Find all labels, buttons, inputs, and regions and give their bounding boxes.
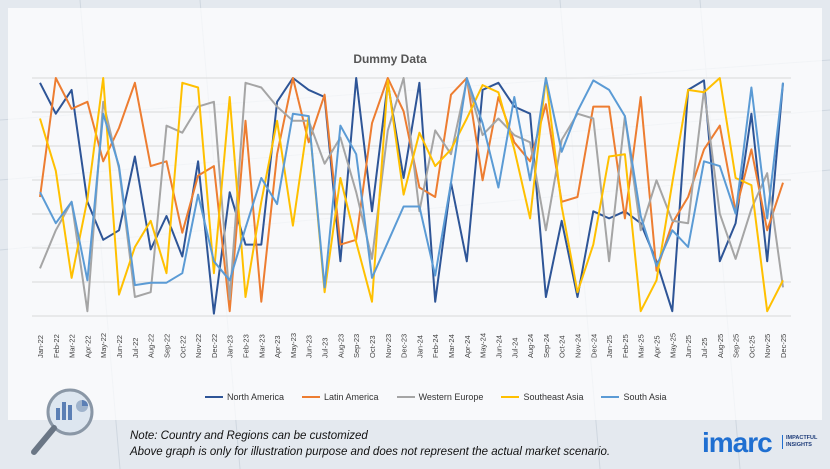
x-tick-label: Feb-24 [431,334,440,358]
x-tick-label: Dec-24 [589,334,598,358]
legend-item: North America [205,392,284,402]
chart-panel: Dummy Data Jan-22 Feb-22 Mar-22 Apr-22 May-2… [8,8,822,420]
x-tick-label: Sep-25 [732,334,741,358]
legend-item: Latin America [302,392,379,402]
note-line-2: Above graph is only for illustration pur… [130,446,611,458]
x-tick-label: Jan-23 [226,335,235,358]
x-tick-label: Apr-22 [83,335,92,358]
legend-label: South Asia [623,392,667,402]
x-tick-label: Dec-22 [210,334,219,358]
legend-item: South Asia [601,392,667,402]
x-tick-label: Sep-23 [352,334,361,358]
line-chart: Dummy Data Jan-22 Feb-22 Mar-22 Apr-22 May-2… [32,52,791,358]
x-tick-label: Nov-25 [763,334,772,358]
legend-swatch [205,396,223,398]
x-tick-label: Apr-24 [463,335,472,358]
magnifier-chart-icon [31,388,94,455]
series-lines [39,77,784,315]
note-line-1: Note: Country and Regions can be customi… [130,430,368,442]
legend-swatch [302,396,321,398]
x-tick-label: May-25 [668,333,677,358]
x-tick-label: May-24 [479,333,488,358]
x-tick-label: Oct-25 [747,335,756,358]
x-tick-label: Jul-23 [321,338,330,358]
x-tick-label: May-22 [99,333,108,358]
chart-title: Dummy Data [353,52,427,66]
x-tick-label: Nov-22 [194,334,203,358]
gridlines [32,77,791,317]
x-tick-label: Dec-23 [400,334,409,358]
x-tick-label: Jun-25 [684,335,693,358]
x-tick-label: Jul-22 [131,338,140,358]
x-tick-label: Nov-24 [573,334,582,358]
x-tick-label: Jan-24 [415,335,424,358]
x-tick-label: Jun-22 [115,335,124,358]
legend-label: Latin America [324,392,379,402]
imarc-logo: imarc IMPACTFUL INSIGHTS [702,425,822,465]
logo-tagline: IMPACTFUL INSIGHTS [782,435,817,449]
legend-swatch [601,396,620,398]
x-tick-label: Sep-22 [162,334,171,358]
x-tick-label: Feb-25 [621,334,630,358]
x-axis-ticks: Jan-22 Feb-22 Mar-22 Apr-22 May-22 Jun-22 Jul-… [36,333,788,358]
x-tick-label: Jun-23 [305,335,314,358]
x-tick-label: Jan-25 [605,335,614,358]
legend-label: North America [227,392,285,402]
legend-label: Southeast Asia [523,392,584,402]
series-line-western-europe [39,77,784,313]
x-tick-label: Nov-23 [384,334,393,358]
x-tick-label: Apr-23 [273,335,282,358]
legend-label: Western Europe [418,392,484,402]
legend-swatch [501,396,520,398]
x-tick-label: May-23 [289,333,298,358]
x-tick-label: Feb-23 [242,334,251,358]
x-tick-label: Aug-23 [336,334,345,358]
x-tick-label: Mar-23 [257,334,266,358]
series-line-south-asia [39,77,784,289]
chart-note: Note: Country and Regions can be customi… [130,428,610,460]
x-tick-label: Jan-22 [36,335,45,358]
legend-swatch [396,396,415,398]
logo-tagline-1: IMPACTFUL [786,435,818,441]
logo-text: imarc [702,427,773,458]
chart-legend: North America Latin America Western Europe… [205,390,667,404]
x-tick-label: Apr-25 [653,335,662,358]
legend-item: Western Europe [396,392,484,402]
x-tick-label: Dec-25 [779,334,788,358]
x-tick-label: Jul-25 [700,338,709,358]
x-tick-label: Oct-23 [368,335,377,358]
x-tick-label: Aug-24 [526,334,535,358]
x-tick-label: Mar-25 [637,334,646,358]
x-tick-label: Jun-24 [494,335,503,358]
logo-tagline-2: INSIGHTS [786,442,812,448]
x-tick-label: Aug-22 [147,334,156,358]
x-tick-label: Oct-24 [558,335,567,358]
series-line-southeast-asia [39,77,784,313]
x-tick-label: Mar-24 [447,334,456,358]
x-tick-label: Feb-22 [52,334,61,358]
x-tick-label: Jul-24 [510,338,519,358]
x-tick-label: Oct-22 [178,335,187,358]
legend-item: Southeast Asia [501,392,583,402]
x-tick-label: Sep-24 [542,334,551,358]
x-tick-label: Mar-22 [68,334,77,358]
x-tick-label: Aug-25 [716,334,725,358]
